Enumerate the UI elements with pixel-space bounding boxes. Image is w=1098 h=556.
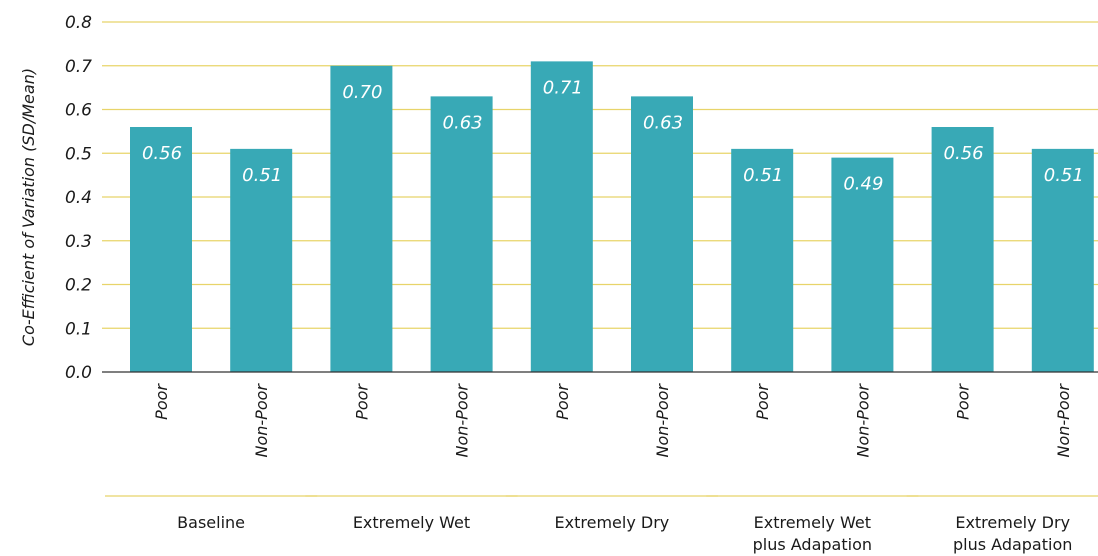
data-label: 0.49 [843,174,883,195]
y-tick-label: 0.0 [65,363,92,383]
category-label: Poor [753,383,772,420]
data-label: 0.63 [443,112,483,133]
bar [530,61,593,372]
group-label: Extremely Wet [754,513,871,532]
data-label: 0.51 [1044,165,1084,186]
y-tick-label: 0.3 [65,232,92,252]
category-label: Non-Poor [653,383,672,458]
data-label: 0.71 [543,77,583,98]
y-tick-label: 0.6 [65,101,92,121]
category-label: Non-Poor [853,383,872,458]
group-labels: Baseline Extremely Wet Extremely Dry Extrem… [105,495,1098,554]
group-label: plus Adapation [953,535,1072,554]
group-label: Extremely Dry [955,513,1070,532]
y-tick-label: 0.2 [65,276,92,296]
y-tick-label: 0.8 [65,13,92,33]
group-label: Extremely Dry [555,513,670,532]
data-label: 0.51 [242,165,282,186]
category-label: Poor [152,383,171,420]
bar [130,127,192,372]
category-label: Non-Poor [1054,383,1073,458]
data-label: 0.63 [643,112,683,133]
category-label: Poor [954,383,973,420]
bar [931,127,994,372]
y-tick-label: 0.7 [65,57,92,77]
category-label: Poor [553,383,572,420]
data-label: 0.56 [142,143,182,164]
y-tick-label: 0.1 [65,319,92,339]
bar [330,65,393,372]
group-label: plus Adapation [753,535,872,554]
category-label: Poor [352,383,371,420]
category-label: Non-Poor [252,383,271,458]
data-label: 0.70 [342,82,382,103]
y-tick-label: 0.5 [65,144,92,164]
y-tick-label: 0.4 [65,188,92,208]
category-label: Non-Poor [453,383,472,458]
bar [831,157,894,372]
y-axis-title: Co-Efficient of Variation (SD/Mean) [19,68,38,346]
bar [631,96,693,372]
y-axis-tick-labels: 0.0 0.1 0.2 0.3 0.4 0.5 0.6 0.7 0.8 [65,13,92,383]
bar [430,96,493,372]
group-label: Extremely Wet [353,513,470,532]
category-labels: Poor Non-Poor Poor Non-Poor Poor Non-Poor Poor… [152,383,1073,458]
data-label: 0.56 [944,143,984,164]
bar [230,148,293,372]
bar [1031,148,1094,372]
bars: 0.56 0.51 0.70 0.63 0.71 0.63 0.51 0.49 0.56 0.51 [130,61,1094,372]
data-label: 0.51 [743,165,783,186]
bar [731,148,794,372]
group-label: Baseline [177,513,245,532]
